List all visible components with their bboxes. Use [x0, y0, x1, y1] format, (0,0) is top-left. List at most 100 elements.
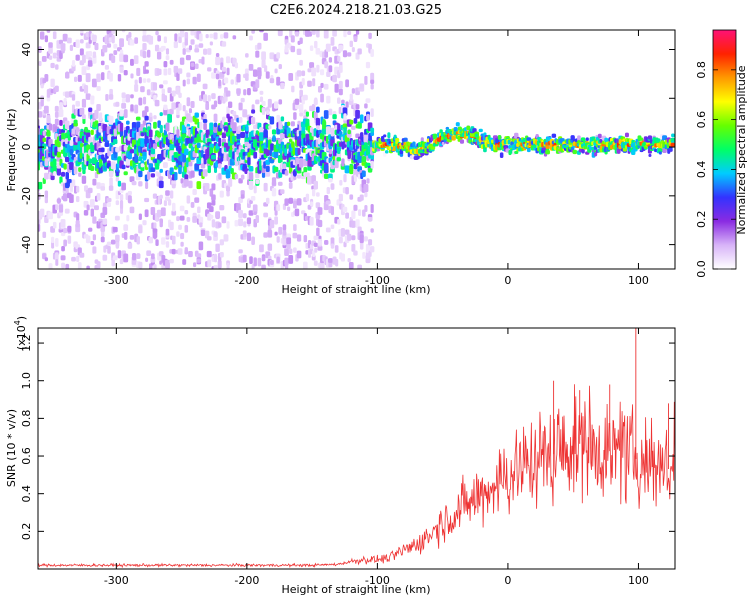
heatmap-cell [236, 73, 241, 83]
heatmap-cell [165, 190, 170, 196]
heatmap-cell [48, 42, 53, 48]
x-tick-label: -200 [234, 574, 259, 587]
heatmap-cell [362, 252, 366, 259]
heatmap-cell [315, 125, 320, 130]
heatmap-cell [204, 182, 210, 192]
heatmap-cell [340, 253, 346, 262]
heatmap-cell [127, 242, 133, 249]
heatmap-cell [316, 30, 320, 38]
heatmap-cell [87, 187, 93, 194]
heatmap-cell [99, 158, 103, 165]
heatmap-cell [46, 115, 51, 124]
heatmap-cell [159, 176, 164, 181]
heatmap-cell [338, 64, 343, 73]
heatmap-cell [194, 48, 200, 53]
heatmap-cell [186, 217, 191, 222]
heatmap-cell [345, 101, 349, 108]
heatmap-cell [65, 171, 69, 180]
heatmap-cell [119, 194, 124, 201]
heatmap-cell [340, 228, 345, 237]
heatmap-cell [296, 48, 302, 55]
heatmap-cell [174, 172, 178, 181]
heatmap-cell [102, 157, 107, 164]
heatmap-cell [345, 79, 349, 88]
heatmap-cell [228, 101, 233, 109]
heatmap-cell [138, 213, 142, 220]
heatmap-cell [196, 181, 202, 190]
heatmap-cell [60, 218, 66, 228]
heatmap-cell [213, 231, 218, 237]
heatmap-cell [113, 50, 118, 56]
heatmap-cell [309, 62, 315, 69]
heatmap-cell [261, 264, 266, 269]
heatmap-cell [357, 121, 362, 129]
heatmap-cell [633, 131, 637, 138]
heatmap-cell [44, 190, 49, 198]
heatmap-cell [112, 226, 118, 233]
heatmap-cell [92, 51, 97, 59]
heatmap-cell [234, 219, 239, 227]
heatmap-cell [270, 143, 274, 151]
heatmap-cell [328, 57, 333, 63]
heatmap-cell [100, 186, 106, 191]
heatmap-cell [349, 165, 354, 175]
snr-y-scale-exponent: 4 [13, 320, 22, 325]
heatmap-cell [88, 51, 93, 57]
heatmap-cell [337, 147, 341, 154]
heatmap-cell [152, 231, 158, 239]
heatmap-cell [162, 80, 168, 85]
heatmap-cell [199, 122, 203, 130]
heatmap-cell [441, 141, 445, 146]
heatmap-cell [144, 209, 149, 218]
heatmap-cell [165, 259, 170, 269]
colorbar: 0.0 0.2 0.4 0.6 0.8 Normalized spectral ampl… [695, 29, 748, 278]
heatmap-cell [332, 114, 337, 120]
heatmap-cell [218, 172, 222, 180]
heatmap-cell [101, 72, 105, 81]
heatmap-cell [301, 78, 305, 86]
heatmap-cell [155, 239, 159, 247]
heatmap-y-label: Frequency (Hz) [5, 109, 18, 192]
heatmap-cell [79, 48, 84, 56]
heatmap-cell [347, 150, 351, 159]
heatmap-cell [197, 206, 201, 214]
heatmap-cell [648, 153, 652, 158]
heatmap-cell [655, 138, 661, 143]
heatmap-cell [58, 204, 64, 213]
heatmap-cell [123, 70, 128, 76]
heatmap-cell [323, 83, 329, 90]
heatmap-cell [242, 109, 248, 118]
heatmap-cell [323, 30, 329, 39]
heatmap-cell [432, 133, 438, 139]
heatmap-cell [288, 138, 293, 143]
heatmap-cell [125, 120, 130, 125]
heatmap-cell [102, 218, 108, 225]
heatmap-cell [82, 54, 86, 64]
heatmap-cell [656, 133, 661, 137]
heatmap-cell [293, 224, 297, 232]
heatmap-cell [325, 227, 331, 233]
heatmap-cell [198, 241, 204, 251]
heatmap-cell [291, 85, 295, 93]
heatmap-cell [134, 84, 139, 92]
heatmap-cell [293, 200, 297, 209]
heatmap-cell [167, 67, 172, 75]
heatmap-cell [96, 73, 101, 83]
heatmap-cell [147, 171, 151, 180]
heatmap-cell [230, 79, 234, 85]
heatmap-cell [219, 190, 224, 198]
heatmap-cell [67, 225, 72, 233]
heatmap-cell [113, 128, 117, 137]
heatmap-cell [293, 247, 297, 253]
heatmap-cell [213, 32, 218, 40]
heatmap-cell [439, 129, 443, 134]
heatmap-cell [111, 55, 116, 63]
heatmap-cell [325, 200, 331, 205]
heatmap-cell [353, 204, 358, 211]
heatmap-cell [176, 129, 180, 138]
heatmap-cell [357, 48, 362, 55]
snr-y-scale: (x104) [13, 316, 28, 350]
heatmap-cell [157, 172, 162, 178]
heatmap-cell [255, 50, 260, 58]
heatmap-cell [126, 214, 130, 222]
